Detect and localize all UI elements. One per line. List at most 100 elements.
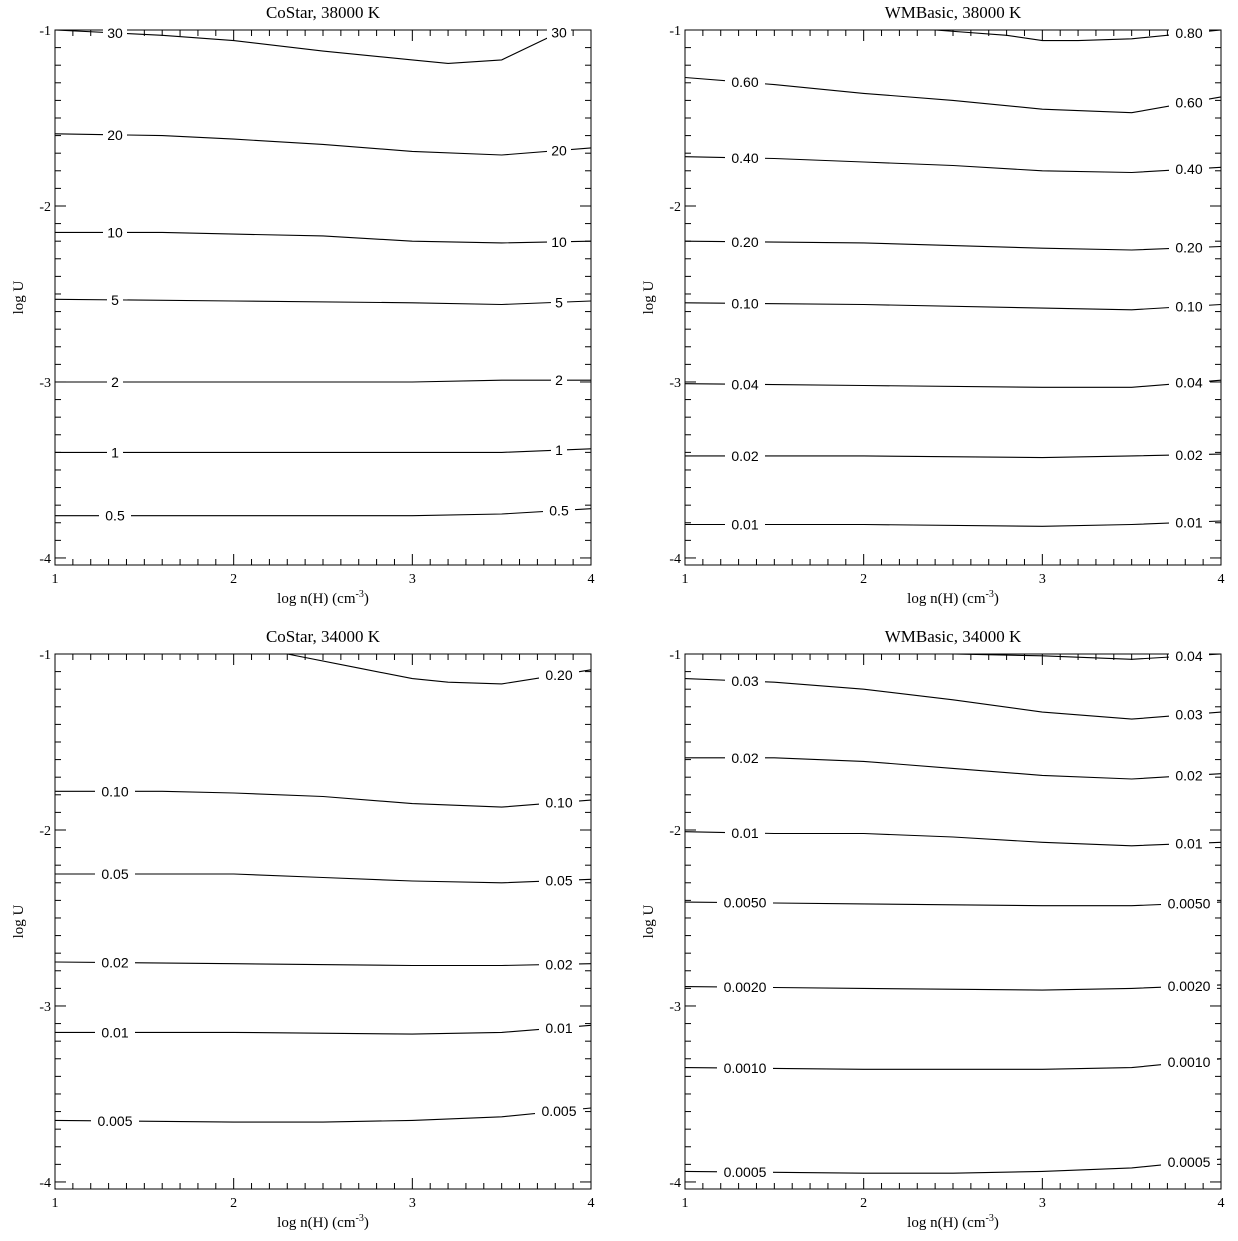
contour-label-gap <box>539 793 579 810</box>
contour-line-3 <box>55 231 592 244</box>
contour-label-gap <box>103 23 127 40</box>
x-axis-label: log n(H) (cm-3) <box>277 589 369 607</box>
x-tick-label: 3 <box>1039 572 1046 587</box>
contour-line-5 <box>55 1024 592 1035</box>
contour-line-3 <box>684 156 1222 174</box>
contour-label: 0.01 <box>1175 836 1202 852</box>
contour-line-4 <box>54 961 592 967</box>
y-tick-label: -2 <box>669 824 681 839</box>
contour-label: 2 <box>555 372 563 388</box>
x-axis-label-main: log n(H) (cm <box>907 1215 986 1231</box>
contour-line-2 <box>55 790 592 808</box>
tick-marks <box>684 29 1222 565</box>
y-tick-label: -2 <box>39 824 51 839</box>
contour-label: 0.40 <box>731 150 758 166</box>
x-tick-label: 3 <box>409 1196 416 1211</box>
contour-label-gap <box>1169 93 1209 110</box>
contour-label-gap <box>1169 297 1209 314</box>
contour-label: 0.10 <box>1175 298 1202 314</box>
contour-line-8 <box>684 1158 1222 1174</box>
x-axis-label: log n(H) (cm-3) <box>907 589 999 607</box>
x-tick-label: 2 <box>230 1196 237 1211</box>
contour-label-gap <box>547 232 571 249</box>
plot-frame <box>54 653 592 1190</box>
contour-label: 0.005 <box>541 1103 576 1119</box>
y-tick-label: -4 <box>39 552 51 567</box>
contour-label-gap <box>717 978 773 995</box>
contour-label-gap <box>725 294 765 311</box>
x-tick-label: 1 <box>682 572 689 587</box>
y-tick-label: -4 <box>669 1176 681 1191</box>
tick-marks <box>54 653 592 1189</box>
plot-frame <box>684 29 1222 566</box>
contour-label-gap <box>95 1023 135 1040</box>
contour-label-gap <box>1161 1153 1217 1170</box>
plot-frame <box>684 653 1222 1190</box>
contour-label: 1 <box>111 444 119 460</box>
x-tick-label: 1 <box>682 1196 689 1211</box>
contour-label: 0.04 <box>731 376 758 392</box>
contour-label-gap <box>1169 513 1209 530</box>
x-tick-label: 4 <box>588 572 595 587</box>
contour-label: 0.01 <box>731 825 758 841</box>
contour-label-gap <box>107 443 123 460</box>
contour-line-1 <box>54 29 565 64</box>
contour-line-4 <box>684 831 1222 847</box>
panel-title: CoStar, 34000 K <box>266 627 381 646</box>
y-tick-label: -1 <box>39 24 51 39</box>
contour-line-5 <box>55 379 591 383</box>
contour-label: 0.04 <box>1175 648 1202 664</box>
contour-label: 0.0020 <box>1168 978 1211 994</box>
x-tick-label: 3 <box>1039 1196 1046 1211</box>
contour-label: 0.40 <box>1175 161 1202 177</box>
contour-label: 0.0010 <box>1168 1054 1211 1070</box>
contour-line-7 <box>55 508 592 517</box>
contour-label: 2 <box>111 374 119 390</box>
contour-label-gap <box>725 446 765 463</box>
x-axis-label-close: ) <box>994 591 999 607</box>
contour-label: 0.5 <box>105 508 125 524</box>
x-axis-label-close: ) <box>994 1215 999 1231</box>
contour-label: 0.0050 <box>724 895 767 911</box>
contour-label: 0.02 <box>731 750 758 766</box>
contour-label: 0.05 <box>545 873 572 889</box>
contour-line-3 <box>55 873 592 884</box>
contour-label-gap <box>1169 445 1209 462</box>
contour-line-1 <box>935 29 1222 42</box>
contour-label: 20 <box>551 142 567 158</box>
contour-label: 1 <box>555 442 563 458</box>
contour-label: 0.80 <box>1175 25 1202 41</box>
contour-label: 0.01 <box>545 1020 572 1036</box>
contour-label-gap <box>547 23 571 40</box>
contour-label-gap <box>107 290 123 307</box>
contour-label-gap <box>95 953 135 970</box>
contour-label-gap <box>539 1018 579 1035</box>
contour-label: 0.01 <box>731 517 758 533</box>
contour-label-gap <box>95 782 135 799</box>
y-axis-label: log U <box>641 904 657 938</box>
contour-label: 0.02 <box>731 448 758 464</box>
contour-label: 10 <box>551 234 567 250</box>
contour-label: 0.0010 <box>724 1060 767 1076</box>
x-tick-label: 2 <box>230 572 237 587</box>
contour-label-gap <box>543 501 575 518</box>
contour-label-gap <box>725 672 765 689</box>
y-axis-label: log U <box>641 280 657 314</box>
contour-label-gap <box>725 375 765 392</box>
contour-label: 30 <box>107 25 123 41</box>
contour-label-gap <box>107 372 123 389</box>
contour-line-2 <box>684 678 1222 720</box>
contour-label: 0.03 <box>1175 707 1202 723</box>
x-axis-label-close: ) <box>364 591 369 607</box>
y-tick-label: -1 <box>39 648 51 663</box>
contour-label-gap <box>1169 24 1209 41</box>
contour-label: 0.03 <box>731 673 758 689</box>
x-axis-label-close: ) <box>364 1215 369 1231</box>
contour-line-6 <box>684 379 1222 388</box>
contour-label-gap <box>717 1059 773 1076</box>
contour-label: 0.10 <box>731 295 758 311</box>
contour-label: 0.005 <box>97 1113 132 1129</box>
contour-line-4 <box>684 240 1222 251</box>
contour-label-gap <box>725 73 765 90</box>
y-axis-label: log U <box>11 280 27 314</box>
